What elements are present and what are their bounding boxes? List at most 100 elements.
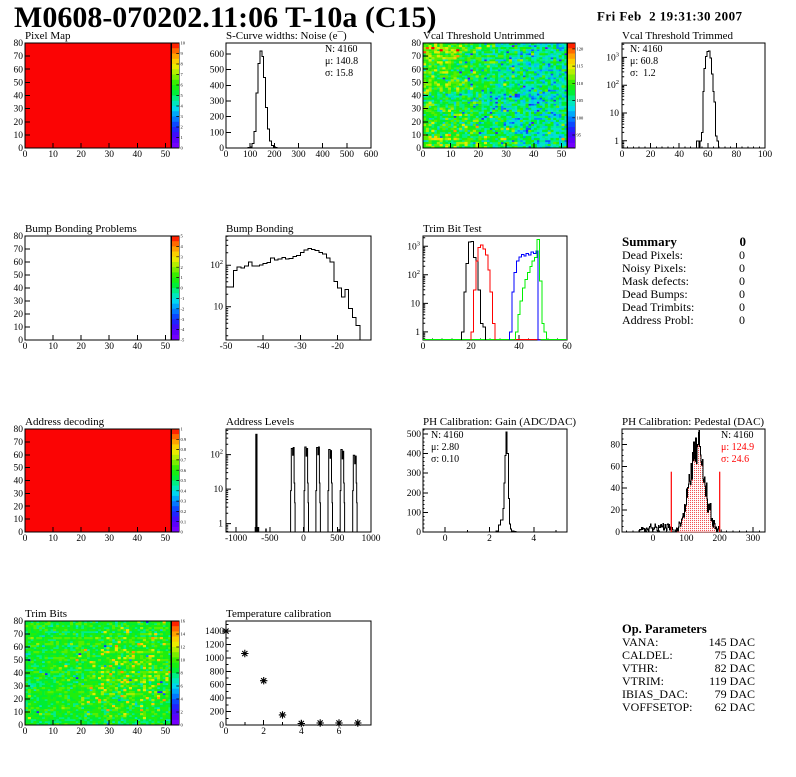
svg-text:40: 40: [133, 727, 143, 737]
svg-text:300: 300: [407, 469, 422, 479]
svg-text:95: 95: [577, 133, 582, 138]
svg-text:0: 0: [23, 150, 28, 160]
svg-text:0: 0: [18, 721, 23, 731]
svg-text:120: 120: [577, 46, 585, 51]
svg-text:0.3: 0.3: [181, 499, 187, 504]
svg-text:20: 20: [646, 150, 656, 160]
svg-text:-3: -3: [181, 317, 185, 322]
svg-text:20: 20: [76, 342, 86, 352]
svg-text:60: 60: [14, 258, 24, 268]
svg-text:30: 30: [412, 105, 422, 115]
svg-text:2: 2: [181, 125, 183, 130]
svg-text:Dead Trimbits:: Dead Trimbits:: [622, 300, 694, 314]
svg-text:-5: -5: [181, 338, 185, 343]
svg-text:0: 0: [181, 530, 184, 535]
svg-text:1000: 1000: [205, 654, 224, 664]
svg-text:50: 50: [161, 150, 171, 160]
svg-text:N: 4160: N: 4160: [721, 430, 754, 441]
svg-text:0: 0: [18, 144, 23, 154]
svg-text:-20: -20: [331, 342, 344, 352]
svg-text:CALDEL:: CALDEL:: [622, 648, 673, 662]
svg-text:10: 10: [181, 41, 186, 46]
svg-text:1: 1: [218, 520, 223, 530]
svg-text:30: 30: [14, 105, 24, 115]
svg-text:0: 0: [651, 534, 656, 544]
svg-text:N: 4160: N: 4160: [630, 44, 663, 55]
svg-text:PH Calibration: Gain (ADC/DAC): PH Calibration: Gain (ADC/DAC): [423, 416, 576, 428]
svg-text:100: 100: [758, 150, 773, 160]
svg-text:20: 20: [466, 342, 476, 352]
svg-text:20: 20: [14, 695, 24, 705]
svg-text:105: 105: [577, 98, 585, 103]
svg-text:70: 70: [14, 245, 24, 255]
svg-text:20: 20: [611, 506, 621, 516]
svg-text:62 DAC: 62 DAC: [715, 700, 755, 714]
svg-text:μ: 140.8: μ: 140.8: [325, 56, 358, 67]
svg-text:Address Probl:: Address Probl:: [622, 313, 694, 327]
svg-text:PH Calibration: Pedestal (DAC): PH Calibration: Pedestal (DAC): [622, 416, 764, 428]
svg-text:60: 60: [412, 65, 422, 75]
svg-text:60: 60: [14, 643, 24, 653]
svg-text:40: 40: [611, 484, 621, 494]
svg-text:70: 70: [14, 438, 24, 448]
svg-text:100: 100: [577, 115, 585, 120]
svg-text:80: 80: [14, 232, 24, 242]
svg-text:9: 9: [181, 51, 184, 56]
svg-text:0: 0: [739, 248, 745, 262]
svg-text:0: 0: [219, 144, 224, 154]
svg-text:100: 100: [407, 508, 422, 518]
svg-text:VANA:: VANA:: [622, 635, 658, 649]
svg-text:1000: 1000: [362, 534, 381, 544]
svg-text:1: 1: [181, 275, 183, 280]
svg-text:10: 10: [14, 515, 24, 525]
svg-text:4: 4: [531, 534, 536, 544]
svg-text:0: 0: [23, 342, 28, 352]
svg-text:70: 70: [412, 52, 422, 62]
svg-text:40: 40: [133, 150, 143, 160]
svg-text:0: 0: [739, 261, 745, 275]
svg-text:400: 400: [210, 81, 225, 91]
svg-text:Trim Bit Test: Trim Bit Test: [423, 223, 482, 235]
svg-text:40: 40: [14, 284, 24, 294]
svg-text:0: 0: [181, 723, 184, 728]
svg-text:500: 500: [330, 534, 345, 544]
svg-text:70: 70: [14, 52, 24, 62]
svg-text:300: 300: [746, 534, 761, 544]
svg-text:70: 70: [14, 630, 24, 640]
svg-text:σ: 1.2: σ: 1.2: [630, 68, 656, 79]
svg-text:VTRIM:: VTRIM:: [622, 674, 664, 688]
svg-text:Dead Bumps:: Dead Bumps:: [622, 287, 688, 301]
svg-text:20: 20: [412, 118, 422, 128]
svg-text:μ: 60.8: μ: 60.8: [630, 56, 658, 67]
svg-text:-1000: -1000: [225, 534, 247, 544]
svg-text:Temperature calibration: Temperature calibration: [226, 608, 332, 620]
svg-text:300: 300: [291, 150, 306, 160]
svg-text:0.9: 0.9: [181, 437, 187, 442]
svg-text:0: 0: [181, 286, 184, 291]
svg-text:σ: 15.8: σ: 15.8: [325, 68, 353, 79]
svg-text:20: 20: [76, 534, 86, 544]
svg-text:Address Levels: Address Levels: [226, 416, 294, 428]
svg-text:Bump Bonding Problems: Bump Bonding Problems: [25, 223, 137, 235]
svg-text:0.4: 0.4: [181, 488, 187, 493]
svg-text:40: 40: [674, 150, 684, 160]
svg-text:Noisy Pixels:: Noisy Pixels:: [622, 261, 686, 275]
svg-text:500: 500: [407, 430, 422, 440]
svg-text:0: 0: [219, 721, 224, 731]
svg-text:80: 80: [412, 39, 422, 49]
svg-text:Fri Feb 2 19:31:30 2007: Fri Feb 2 19:31:30 2007: [597, 9, 743, 24]
svg-text:Vcal Threshold Untrimmed: Vcal Threshold Untrimmed: [423, 30, 545, 42]
svg-text:10: 10: [48, 150, 58, 160]
svg-text:4: 4: [181, 697, 184, 702]
svg-text:20: 20: [76, 150, 86, 160]
svg-text:0: 0: [23, 727, 28, 737]
svg-text:30: 30: [104, 727, 114, 737]
svg-text:IBIAS_DAC:: IBIAS_DAC:: [622, 687, 688, 701]
svg-text:200: 200: [713, 534, 728, 544]
svg-text:0: 0: [739, 274, 745, 288]
svg-text:50: 50: [14, 464, 24, 474]
svg-text:300: 300: [210, 97, 225, 107]
svg-text:0: 0: [739, 300, 745, 314]
svg-text:Trim Bits: Trim Bits: [25, 608, 67, 620]
svg-text:4: 4: [181, 104, 184, 109]
